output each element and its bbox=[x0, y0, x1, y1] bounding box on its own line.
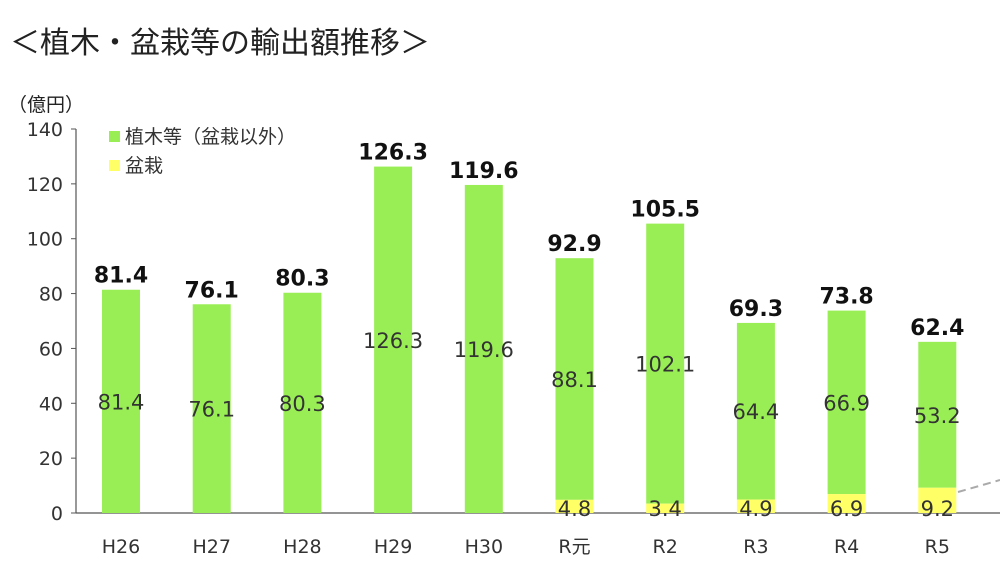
y-tick-label: 140 bbox=[27, 119, 63, 141]
x-category-label: H27 bbox=[192, 536, 230, 558]
total-value-label: 105.5 bbox=[630, 198, 700, 223]
segment-value-label: 66.9 bbox=[823, 391, 870, 415]
legend-swatch bbox=[109, 131, 120, 142]
y-axis-unit-label: （億円） bbox=[8, 94, 84, 116]
x-category-label: R4 bbox=[834, 536, 859, 558]
total-value-label: 80.3 bbox=[275, 267, 329, 292]
bar-segment-plants bbox=[827, 310, 866, 495]
segment-value-label: 4.8 bbox=[558, 497, 591, 521]
y-tick-label: 100 bbox=[27, 229, 63, 251]
segment-value-label: 88.1 bbox=[551, 368, 598, 392]
bar-segment-plants bbox=[192, 304, 231, 513]
segment-value-label: 126.3 bbox=[363, 329, 423, 353]
segment-value-label: 76.1 bbox=[188, 398, 235, 422]
y-tick-label: 40 bbox=[39, 393, 63, 415]
x-category-label: H28 bbox=[283, 536, 321, 558]
x-category-label: R2 bbox=[653, 536, 678, 558]
y-tick-label: 120 bbox=[27, 174, 63, 196]
bar-segment-bonsai bbox=[918, 487, 957, 513]
segment-value-label: 9.2 bbox=[921, 497, 954, 521]
total-value-label: 69.3 bbox=[729, 297, 783, 322]
bar-segment-plants bbox=[736, 322, 775, 500]
total-value-label: 73.8 bbox=[819, 285, 873, 310]
x-category-label: R5 bbox=[925, 536, 950, 558]
x-category-label: H26 bbox=[102, 536, 140, 558]
segment-value-label: 4.9 bbox=[739, 497, 772, 521]
segment-value-label: 102.1 bbox=[635, 353, 695, 377]
x-category-label: H30 bbox=[465, 536, 503, 558]
total-value-label: 62.4 bbox=[910, 316, 964, 341]
bar-segment-bonsai bbox=[827, 494, 866, 513]
total-value-label: 119.6 bbox=[449, 159, 519, 184]
callout-leader-line bbox=[957, 479, 1000, 493]
bar-segment-bonsai bbox=[736, 499, 775, 513]
segment-value-label: 3.4 bbox=[648, 497, 681, 521]
legend-swatch bbox=[109, 160, 120, 171]
total-value-label: 76.1 bbox=[185, 278, 239, 303]
bar-segment-plants bbox=[918, 341, 957, 488]
x-category-label: H29 bbox=[374, 536, 412, 558]
segment-value-label: 64.4 bbox=[733, 400, 780, 424]
bar-segment-plants bbox=[646, 223, 685, 504]
segment-value-label: 119.6 bbox=[454, 338, 514, 362]
y-tick-label: 60 bbox=[39, 338, 63, 360]
y-tick-label: 80 bbox=[39, 284, 63, 306]
bar-segment-plants bbox=[555, 258, 594, 500]
bar-segment-plants bbox=[374, 166, 413, 513]
segment-value-label: 81.4 bbox=[98, 390, 145, 414]
total-value-label: 81.4 bbox=[94, 264, 148, 289]
page-title: ＜植木・盆栽等の輸出額推移＞ bbox=[10, 26, 430, 61]
legend-label: 盆栽 bbox=[125, 155, 163, 177]
legend-label: 植木等（盆栽以外） bbox=[125, 126, 296, 148]
bar-segment-plants bbox=[283, 292, 322, 513]
y-tick-label: 20 bbox=[39, 448, 63, 470]
total-value-label: 92.9 bbox=[547, 232, 601, 257]
y-tick-label: 0 bbox=[51, 503, 63, 525]
x-category-label: R3 bbox=[743, 536, 768, 558]
x-category-label: R元 bbox=[558, 536, 590, 558]
bar-segment-plants bbox=[464, 184, 503, 513]
segment-value-label: 6.9 bbox=[830, 497, 863, 521]
segment-value-label: 80.3 bbox=[279, 392, 326, 416]
bar-segment-plants bbox=[102, 289, 140, 513]
bar-segment-bonsai bbox=[555, 499, 594, 513]
total-value-label: 126.3 bbox=[358, 141, 428, 166]
segment-value-label: 53.2 bbox=[914, 404, 961, 428]
bar-segment-bonsai bbox=[646, 503, 685, 513]
